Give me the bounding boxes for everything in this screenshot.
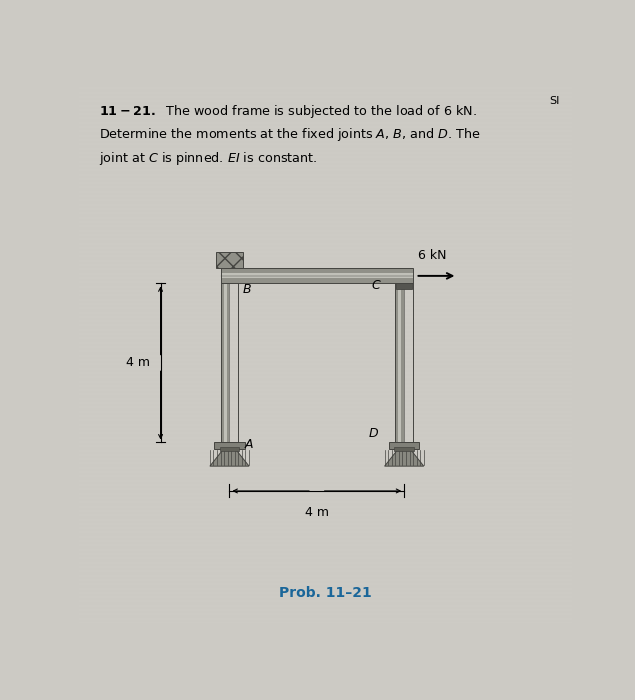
Text: 4 m: 4 m	[305, 506, 329, 519]
Text: 6 kN: 6 kN	[418, 249, 446, 262]
Bar	[396, 284, 412, 289]
Text: B: B	[243, 283, 251, 296]
Bar	[396, 284, 398, 442]
Bar	[215, 442, 244, 449]
Text: SI: SI	[549, 96, 559, 106]
Bar	[220, 268, 413, 284]
Bar	[396, 284, 413, 442]
Text: C: C	[371, 279, 380, 292]
Text: 4 m: 4 m	[126, 356, 150, 370]
Bar	[220, 284, 224, 442]
Bar	[220, 279, 413, 284]
PathPatch shape	[385, 449, 424, 466]
Bar	[224, 284, 227, 442]
Text: $\mathbf{11-21.}$  The wood frame is subjected to the load of 6 kN.
Determine th: $\mathbf{11-21.}$ The wood frame is subj…	[99, 103, 481, 167]
Bar	[398, 284, 401, 442]
Bar	[394, 447, 414, 451]
Text: D: D	[368, 427, 378, 440]
PathPatch shape	[210, 449, 249, 466]
Bar	[220, 274, 413, 279]
Bar	[220, 284, 238, 442]
Bar	[216, 252, 243, 268]
Bar	[220, 268, 413, 274]
Bar	[401, 284, 404, 442]
Text: Prob. 11–21: Prob. 11–21	[279, 587, 372, 601]
Bar	[227, 284, 229, 442]
Bar	[389, 442, 419, 449]
Text: A: A	[244, 438, 253, 451]
Bar	[220, 447, 239, 451]
